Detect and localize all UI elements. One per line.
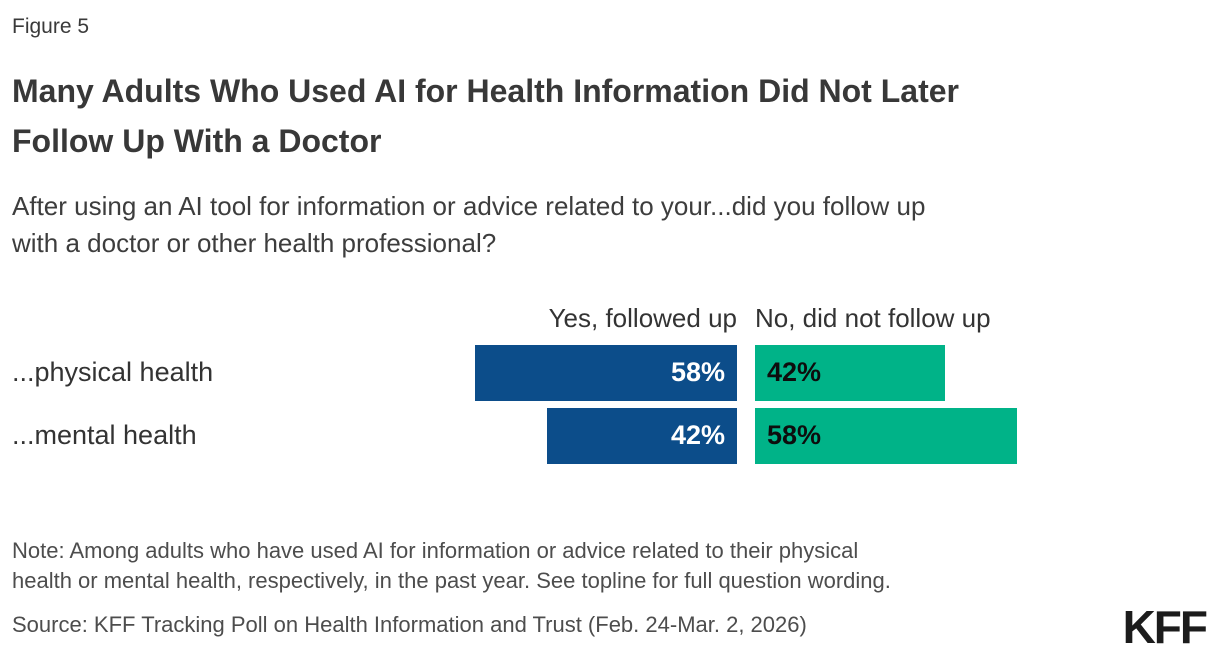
no-bar-zone: 42% xyxy=(755,344,1208,401)
yes-bar-zone: 42% xyxy=(475,407,737,464)
note-line-1: Note: Among adults who have used AI for … xyxy=(12,537,859,563)
bar-segment-no: 42% xyxy=(755,344,945,401)
source-text: Source: KFF Tracking Poll on Health Info… xyxy=(12,611,807,637)
bar-row: ...physical health 58% 42% xyxy=(12,344,1208,401)
note-text: Note: Among adults who have used AI for … xyxy=(12,536,1208,596)
series-header-yes: Yes, followed up xyxy=(548,303,737,334)
chart-subtitle-line-2: with a doctor or other health profession… xyxy=(12,228,497,259)
series-header-row: Yes, followed up No, did not follow up xyxy=(12,302,1208,335)
bar-segment-no: 58% xyxy=(755,407,1017,464)
bar-rows: ...physical health 58% 42% ...mental health… xyxy=(12,344,1208,464)
chart-title-line-1: Many Adults Who Used AI for Health Infor… xyxy=(12,73,959,110)
kff-logo: KFF xyxy=(1122,601,1208,653)
note-line-2: health or mental health, respectively, i… xyxy=(12,567,891,593)
chart-subtitle: After using an AI tool for information o… xyxy=(12,188,1208,262)
chart-title: Many Adults Who Used AI for Health Infor… xyxy=(12,67,1208,166)
category-label: ...mental health xyxy=(12,420,197,451)
header-label-spacer xyxy=(12,302,475,335)
chart-subtitle-line-1: After using an AI tool for information o… xyxy=(12,191,926,222)
series-header-no: No, did not follow up xyxy=(755,303,991,334)
category-label: ...physical health xyxy=(12,357,214,388)
bar-segment-yes: 58% xyxy=(475,344,737,401)
no-bar-zone: 58% xyxy=(755,407,1208,464)
figure-label: Figure 5 xyxy=(12,15,90,38)
yes-bar-zone: 58% xyxy=(475,344,737,401)
chart-title-line-2: Follow Up With a Doctor xyxy=(12,122,382,159)
bar-segment-yes: 42% xyxy=(547,407,737,464)
header-column-gap xyxy=(737,302,755,335)
bar-row: ...mental health 42% 58% xyxy=(12,407,1208,464)
